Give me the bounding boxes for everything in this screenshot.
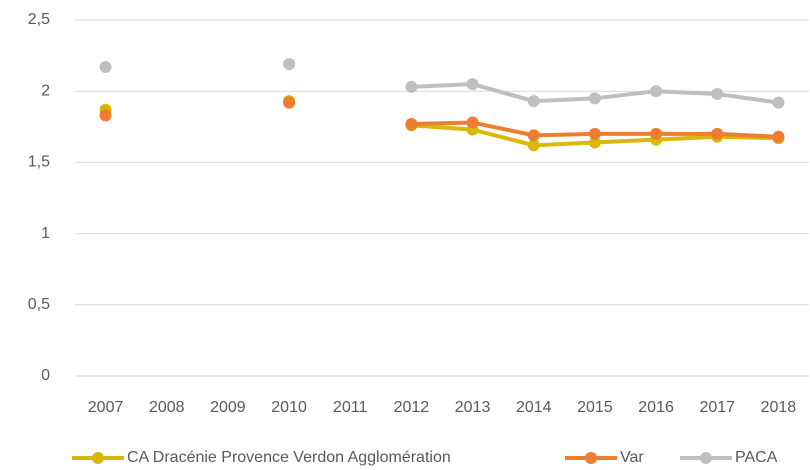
data-point <box>772 130 785 143</box>
x-tick-label: 2016 <box>638 399 674 416</box>
data-point <box>99 60 112 73</box>
legend-label: PACA <box>735 449 778 466</box>
x-tick-label: 2012 <box>394 399 430 416</box>
y-tick-label: 2,5 <box>28 11 50 28</box>
x-tick-label: 2013 <box>455 399 491 416</box>
legend-label: CA Dracénie Provence Verdon Agglomératio… <box>127 449 451 466</box>
legend-marker <box>92 452 104 464</box>
x-tick-label: 2011 <box>333 399 368 416</box>
x-tick-label: 2015 <box>577 399 613 416</box>
y-tick-label: 0,5 <box>28 296 50 313</box>
x-tick-label: 2017 <box>699 399 735 416</box>
data-point <box>588 127 601 140</box>
data-point <box>772 96 785 109</box>
data-point <box>99 109 112 122</box>
data-point <box>650 85 663 98</box>
data-point <box>527 95 540 108</box>
legend-marker <box>700 452 712 464</box>
data-point <box>711 127 724 140</box>
data-point <box>405 117 418 130</box>
data-point <box>283 96 296 109</box>
data-point <box>405 80 418 93</box>
legend-marker <box>585 452 597 464</box>
x-tick-label: 2007 <box>88 399 124 416</box>
data-point <box>527 129 540 142</box>
legend-label: Var <box>620 449 644 466</box>
y-tick-label: 1,5 <box>28 154 50 171</box>
x-tick-label: 2010 <box>271 399 307 416</box>
x-tick-label: 2009 <box>210 399 246 416</box>
y-tick-label: 1 <box>41 225 50 242</box>
y-tick-label: 2 <box>41 82 50 99</box>
data-point <box>650 127 663 140</box>
data-point <box>466 78 479 91</box>
data-point <box>527 139 540 152</box>
x-tick-label: 2018 <box>761 399 797 416</box>
data-point <box>711 88 724 101</box>
data-point <box>588 92 601 105</box>
x-tick-label: 2008 <box>149 399 185 416</box>
x-tick-label: 2014 <box>516 399 552 416</box>
data-point <box>588 136 601 149</box>
data-point <box>283 58 296 71</box>
y-tick-label: 0 <box>41 367 50 384</box>
data-point <box>466 116 479 129</box>
